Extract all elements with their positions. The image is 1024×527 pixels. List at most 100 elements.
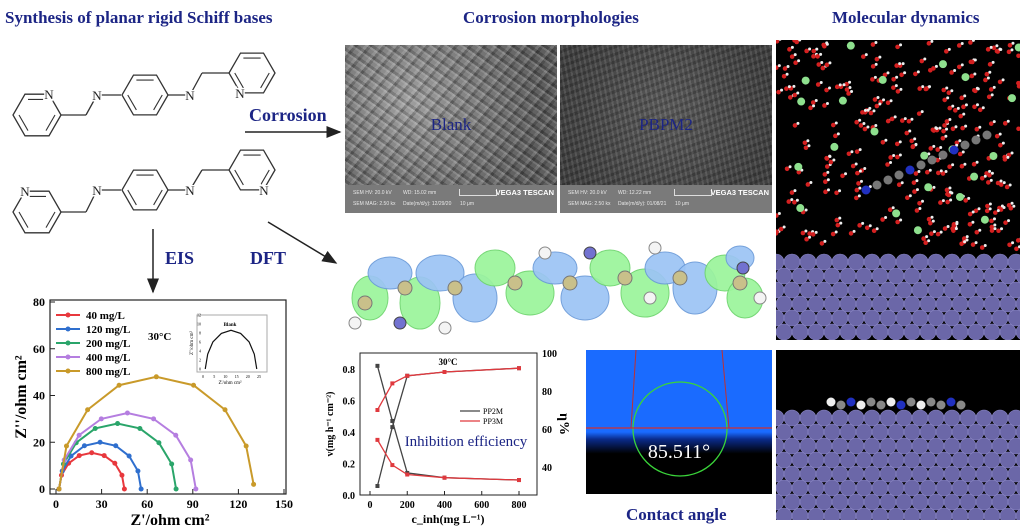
iron-atom-icon: [991, 437, 1009, 455]
hydrogen-atom-icon: [1012, 204, 1016, 208]
carbon-atom-icon: [732, 275, 748, 291]
oxygen-atom-icon: [951, 223, 957, 229]
rate-point: [390, 418, 395, 423]
hydrogen-atom-icon: [988, 169, 992, 173]
oxygen-atom-icon: [935, 231, 941, 237]
hydrogen-atom-icon: [956, 106, 960, 110]
hydrogen-atom-icon: [945, 127, 949, 131]
oxygen-atom-icon: [1003, 220, 1008, 225]
iron-atom-icon: [1015, 324, 1020, 340]
chloride-ion-icon: [892, 209, 901, 218]
hydrogen-atom-icon: [949, 198, 953, 202]
iron-atom-icon: [815, 253, 833, 271]
hydrogen-atom-icon: [777, 64, 781, 68]
oxygen-atom-icon: [947, 164, 952, 170]
hydrogen-atom-icon: [975, 160, 979, 164]
hydrogen-atom-icon: [894, 84, 898, 88]
iron-atom-icon: [935, 423, 953, 441]
right-y-tick-label: 80: [542, 387, 552, 398]
hydrogen-atom-icon: [1010, 201, 1014, 205]
iron-atom-icon: [887, 423, 905, 441]
hydrogen-atom-icon: [992, 217, 996, 221]
inhibition-efficiency-label: Inhibition efficiency: [405, 434, 528, 450]
iron-atom-icon: [919, 267, 937, 285]
oxygen-atom-icon: [923, 240, 928, 246]
data-point: [116, 382, 122, 388]
oxygen-atom-icon: [894, 63, 899, 68]
iron-atom-icon: [903, 479, 921, 497]
iron-atom-icon: [959, 493, 977, 511]
iron-atom-icon: [823, 451, 841, 469]
inhibitor-atom-icon: [982, 130, 992, 140]
nitrogen-atom-icon: [736, 261, 750, 275]
rate-point: [405, 472, 410, 477]
efficiency-point: [375, 484, 380, 488]
oxygen-atom-icon: [857, 223, 862, 228]
iron-atom-icon: [831, 493, 849, 511]
iron-atom-icon: [799, 309, 817, 327]
iron-atom-icon: [783, 253, 801, 271]
iron-atom-icon: [927, 437, 945, 455]
legend-label: 200 mg/L: [86, 338, 130, 350]
sem-scale: 10 μm: [460, 201, 474, 207]
double-bond: [18, 211, 29, 228]
sem-brand: VEGA3 TESCAN: [495, 188, 554, 197]
oxygen-atom-icon: [820, 65, 826, 71]
hydrogen-atom-icon: [819, 52, 823, 56]
hydrogen-atom-icon: [872, 109, 876, 113]
chloride-ion-icon: [870, 127, 879, 136]
oxygen-atom-icon: [870, 42, 876, 47]
iron-atom-icon: [903, 423, 921, 441]
iron-atom-icon: [783, 437, 801, 455]
hydrogen-atom-icon: [945, 86, 949, 90]
rate-point: [442, 475, 447, 480]
hydrogen-atom-icon: [973, 58, 977, 62]
iron-atom-icon: [959, 409, 977, 427]
oxygen-atom-icon: [788, 95, 793, 100]
oxygen-atom-icon: [781, 73, 787, 79]
hydrogen-atom-icon: [863, 167, 867, 171]
oxygen-atom-icon: [880, 217, 885, 222]
hydrogen-atom-icon: [858, 186, 862, 190]
x-axis-label: c_inh(mg L⁻¹): [412, 512, 485, 526]
hydrogen-atom-icon: [971, 220, 975, 224]
iron-atom-icon: [895, 493, 913, 511]
iron-atom-icon: [776, 281, 785, 299]
iron-atom-icon: [919, 423, 937, 441]
iron-atom-icon: [1015, 452, 1020, 468]
iron-atom-icon: [831, 437, 849, 455]
iron-atom-icon: [895, 253, 913, 271]
oxygen-atom-icon: [974, 126, 980, 132]
dft-orbital-image: [348, 241, 767, 335]
corrosion-label: Corrosion: [249, 105, 327, 125]
iron-atom-icon: [887, 267, 905, 285]
inhibitor-atom-icon: [861, 185, 871, 195]
legend-marker: [65, 368, 71, 374]
oxygen-atom-icon: [921, 236, 926, 241]
inset-x-tick-label: 15: [235, 374, 239, 379]
y-tick-label: 40: [33, 389, 45, 403]
iron-atom-icon: [815, 465, 833, 483]
double-bond: [153, 94, 163, 111]
hydrogen-atom-icon: [992, 85, 996, 89]
chloride-ion-icon: [980, 215, 989, 224]
inset-x-tick-label: 0: [202, 374, 204, 379]
iron-atom-icon: [839, 451, 857, 469]
oxygen-atom-icon: [850, 163, 856, 169]
oxygen-atom-icon: [967, 211, 973, 217]
orbital-lobe-positive: [474, 249, 516, 287]
inhibitor-atom-icon: [916, 160, 926, 170]
oxygen-atom-icon: [991, 45, 997, 51]
iron-atom-icon: [927, 409, 945, 427]
hydrogen-atom-icon: [948, 186, 952, 190]
oxygen-atom-icon: [834, 217, 840, 223]
iron-atom-icon: [1015, 296, 1020, 312]
hydrogen-atom-icon: [986, 76, 990, 80]
hydrogen-atom-icon: [857, 194, 861, 198]
inset-y-tick-label: 6: [199, 340, 201, 345]
oxygen-atom-icon: [956, 43, 962, 48]
inhibitor-atom-icon: [926, 397, 936, 407]
oxygen-atom-icon: [846, 91, 851, 96]
molecular-dynamics-heading: Molecular dynamics: [832, 8, 980, 27]
oxygen-atom-icon: [959, 163, 965, 169]
